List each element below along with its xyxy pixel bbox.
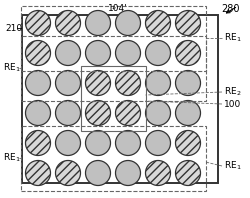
Circle shape	[86, 101, 110, 126]
Circle shape	[86, 10, 110, 35]
Circle shape	[176, 10, 201, 35]
Circle shape	[116, 130, 140, 155]
Circle shape	[116, 161, 140, 186]
Circle shape	[86, 130, 110, 155]
Circle shape	[146, 101, 171, 126]
Circle shape	[56, 101, 80, 126]
Circle shape	[146, 41, 171, 66]
Bar	[80, 66, 146, 130]
Circle shape	[116, 10, 140, 35]
Circle shape	[146, 10, 171, 35]
Text: RE$_1$: RE$_1$	[224, 32, 242, 44]
Circle shape	[146, 161, 171, 186]
Bar	[20, 35, 206, 101]
Circle shape	[176, 161, 201, 186]
Text: RE$_1$: RE$_1$	[3, 152, 20, 164]
Circle shape	[56, 10, 80, 35]
Circle shape	[86, 161, 110, 186]
Circle shape	[176, 101, 201, 126]
Circle shape	[116, 101, 140, 126]
Circle shape	[26, 130, 50, 155]
Circle shape	[56, 161, 80, 186]
Circle shape	[56, 41, 80, 66]
Circle shape	[116, 70, 140, 95]
Circle shape	[176, 70, 201, 95]
Circle shape	[26, 10, 50, 35]
Bar	[22, 15, 218, 183]
Circle shape	[26, 41, 50, 66]
Text: RE$_1$: RE$_1$	[224, 160, 242, 172]
Bar	[20, 6, 206, 70]
Circle shape	[26, 101, 50, 126]
Text: RE$_2$: RE$_2$	[224, 86, 242, 98]
Text: 104': 104'	[108, 4, 128, 13]
Circle shape	[86, 70, 110, 95]
Text: 280: 280	[222, 4, 240, 14]
Circle shape	[26, 70, 50, 95]
Circle shape	[86, 41, 110, 66]
Circle shape	[26, 161, 50, 186]
Text: RE$_1$: RE$_1$	[3, 62, 20, 74]
Circle shape	[56, 130, 80, 155]
Circle shape	[176, 41, 201, 66]
Circle shape	[116, 41, 140, 66]
Bar	[20, 126, 206, 190]
Circle shape	[146, 130, 171, 155]
Circle shape	[146, 70, 171, 95]
Text: 100: 100	[224, 100, 241, 109]
Circle shape	[176, 130, 201, 155]
Circle shape	[56, 70, 80, 95]
Text: 210: 210	[5, 24, 22, 33]
